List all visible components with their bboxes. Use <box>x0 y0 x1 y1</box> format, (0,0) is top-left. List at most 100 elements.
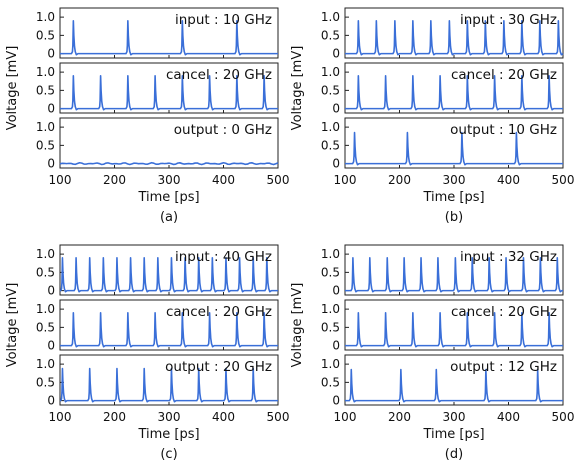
subplot-d: 0 0.5 1.0 input : 32 GHz 0 0.5 1.0 cancel : 20 … <box>290 244 575 462</box>
y-tick-label: 0.5 <box>321 320 340 334</box>
signal-trace <box>345 74 563 111</box>
x-tick-label: 500 <box>267 410 290 424</box>
y-axis-label: Voltage [mV] <box>290 46 305 131</box>
y-tick-label: 0.5 <box>36 320 55 334</box>
y-tick-label: 0 <box>332 102 340 116</box>
y-tick-label: 1.0 <box>321 10 340 24</box>
y-tick-label: 0.5 <box>36 265 55 279</box>
y-tick-label: 0.5 <box>36 375 55 389</box>
y-tick-label: 0.5 <box>321 28 340 42</box>
x-axis-label: Time [ps] <box>422 427 484 442</box>
y-tick-label: 0 <box>47 339 55 353</box>
y-tick-label: 0.5 <box>36 138 55 152</box>
x-tick-label: 200 <box>388 410 411 424</box>
panel-label: input : 40 GHz <box>175 249 272 265</box>
y-tick-label: 0 <box>47 157 55 171</box>
y-tick-label: 1.0 <box>321 65 340 79</box>
x-tick-label: 100 <box>49 173 72 187</box>
x-axis-label: Time [ps] <box>422 190 484 205</box>
x-tick-label: 400 <box>212 173 235 187</box>
y-tick-label: 0 <box>332 284 340 298</box>
y-tick-label: 1.0 <box>36 247 55 261</box>
y-tick-label: 0.5 <box>321 83 340 97</box>
panel-2: 0 0.5 1.0 output : 12 GHz <box>321 354 564 408</box>
panel-2: 0 0.5 1.0 output : 0 GHz <box>36 117 279 171</box>
signal-trace <box>60 74 278 111</box>
y-tick-label: 0.5 <box>321 375 340 389</box>
x-tick-label: 400 <box>497 410 520 424</box>
signal-trace <box>59 161 279 166</box>
panel-1: 0 0.5 1.0 cancel : 20 GHz <box>36 62 279 116</box>
panel-label: input : 30 GHz <box>460 12 557 28</box>
panel-label: output : 20 GHz <box>165 359 272 375</box>
panel-0: 0 0.5 1.0 input : 40 GHz <box>36 244 279 298</box>
y-axis-label: Voltage [mV] <box>5 283 20 368</box>
x-tick-label: 500 <box>552 410 575 424</box>
signal-trace <box>59 367 278 403</box>
panel-label: input : 10 GHz <box>175 12 272 28</box>
x-tick-label: 100 <box>49 410 72 424</box>
subplot-caption: (c) <box>160 447 177 462</box>
subplot-caption: (d) <box>445 447 463 462</box>
y-tick-label: 0 <box>47 394 55 408</box>
y-tick-label: 0 <box>47 47 55 61</box>
x-axis-label: Time [ps] <box>137 427 199 442</box>
x-axis-label: Time [ps] <box>137 190 199 205</box>
panel-1: 0 0.5 1.0 cancel : 20 GHz <box>321 299 564 353</box>
y-tick-label: 1.0 <box>321 247 340 261</box>
y-tick-label: 0.5 <box>321 265 340 279</box>
panel-1: 0 0.5 1.0 cancel : 20 GHz <box>321 62 564 116</box>
panel-label: output : 12 GHz <box>450 359 557 375</box>
panel-label: cancel : 20 GHz <box>451 67 557 83</box>
signal-trace <box>60 311 278 348</box>
panel-0: 0 0.5 1.0 input : 30 GHz <box>321 7 564 61</box>
x-tick-label: 500 <box>552 173 575 187</box>
y-tick-label: 0 <box>47 102 55 116</box>
x-tick-label: 300 <box>443 410 466 424</box>
panel-label: output : 10 GHz <box>450 122 557 138</box>
y-tick-label: 0.5 <box>36 83 55 97</box>
subplot-caption: (a) <box>160 210 178 225</box>
y-tick-label: 1.0 <box>321 302 340 316</box>
y-tick-label: 0 <box>332 339 340 353</box>
x-tick-label: 400 <box>497 173 520 187</box>
panel-label: cancel : 20 GHz <box>166 67 272 83</box>
y-tick-label: 0 <box>47 284 55 298</box>
panel-label: input : 32 GHz <box>460 249 557 265</box>
y-tick-label: 1.0 <box>36 65 55 79</box>
x-tick-label: 100 <box>334 173 357 187</box>
y-tick-label: 1.0 <box>36 10 55 24</box>
panel-label: cancel : 20 GHz <box>166 304 272 320</box>
y-tick-label: 1.0 <box>36 302 55 316</box>
panel-0: 0 0.5 1.0 input : 10 GHz <box>36 7 279 61</box>
x-tick-label: 300 <box>158 410 181 424</box>
panel-label: output : 0 GHz <box>174 122 272 138</box>
y-tick-label: 1.0 <box>321 120 340 134</box>
x-tick-label: 200 <box>103 410 126 424</box>
y-tick-label: 1.0 <box>36 357 55 371</box>
x-tick-label: 300 <box>158 173 181 187</box>
y-tick-label: 0.5 <box>321 138 340 152</box>
subplot-b: 0 0.5 1.0 input : 30 GHz 0 0.5 1.0 cancel : 20 … <box>290 7 575 225</box>
y-tick-label: 0 <box>332 157 340 171</box>
signal-trace <box>345 131 563 166</box>
panel-1: 0 0.5 1.0 cancel : 20 GHz <box>36 299 279 353</box>
x-tick-label: 500 <box>267 173 290 187</box>
panel-label: cancel : 20 GHz <box>451 304 557 320</box>
signal-trace <box>345 256 563 293</box>
panel-2: 0 0.5 1.0 output : 20 GHz <box>36 354 279 408</box>
y-tick-label: 0 <box>332 394 340 408</box>
panel-2: 0 0.5 1.0 output : 10 GHz <box>321 117 564 171</box>
y-tick-label: 0 <box>332 47 340 61</box>
x-tick-label: 200 <box>388 173 411 187</box>
x-tick-label: 300 <box>443 173 466 187</box>
subplot-a: 0 0.5 1.0 input : 10 GHz 0 0.5 1.0 cancel : 20 … <box>5 7 290 225</box>
signal-trace <box>345 368 563 403</box>
signal-trace <box>345 311 563 348</box>
y-axis-label: Voltage [mV] <box>290 283 305 368</box>
x-tick-label: 100 <box>334 410 357 424</box>
x-tick-label: 200 <box>103 173 126 187</box>
y-tick-label: 1.0 <box>36 120 55 134</box>
subplot-c: 0 0.5 1.0 input : 40 GHz 0 0.5 1.0 cancel : 20 … <box>5 244 290 462</box>
